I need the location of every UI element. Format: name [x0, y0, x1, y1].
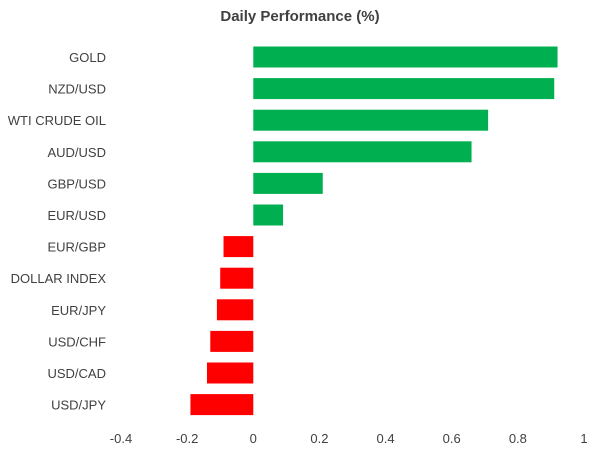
chart-title: Daily Performance (%) [220, 8, 380, 25]
x-tick-label: -0.2 [176, 431, 198, 446]
category-label: EUR/JPY [51, 303, 106, 318]
x-tick-label: 0.2 [310, 431, 328, 446]
category-label: WTI CRUDE OIL [8, 113, 106, 128]
category-labels: GOLD NZD/USD WTI CRUDE OIL AUD/USD GBP/USD EU… [8, 50, 107, 413]
x-tick-label: 1 [580, 431, 587, 446]
category-label: EUR/GBP [47, 240, 106, 255]
bar-usd-cad [206, 362, 254, 384]
category-label: AUD/USD [47, 145, 106, 160]
bar-usd-jpy [190, 394, 254, 416]
bar-gold [253, 46, 558, 68]
category-label: DOLLAR INDEX [11, 271, 107, 286]
bar-nzd-usd [253, 78, 555, 100]
x-tick-label: 0.8 [509, 431, 527, 446]
x-tick-label: -0.4 [110, 431, 132, 446]
x-tick-label: 0.6 [443, 431, 461, 446]
bar-eur-usd [253, 204, 284, 226]
bars-layer [190, 46, 558, 416]
bar-usd-chf [210, 330, 254, 352]
bar-wti-crude-oil [253, 109, 489, 131]
bar-aud-usd [253, 141, 472, 163]
category-label: GOLD [69, 50, 106, 65]
category-label: USD/CAD [47, 366, 106, 381]
bar-eur-jpy [216, 299, 254, 321]
category-label: USD/CHF [48, 334, 106, 349]
category-label: NZD/USD [48, 82, 106, 97]
bar-eur-gbp [223, 236, 254, 258]
bar-gbp-usd [253, 172, 323, 194]
x-tick-label: 0.4 [377, 431, 395, 446]
x-tick-labels: -0.4 -0.2 0 0.2 0.4 0.6 0.8 1 [110, 431, 588, 446]
bar-dollar-index [220, 267, 254, 289]
x-tick-label: 0 [250, 431, 257, 446]
category-label: GBP/USD [47, 176, 106, 191]
category-label: USD/JPY [51, 398, 106, 413]
category-label: EUR/USD [47, 208, 106, 223]
